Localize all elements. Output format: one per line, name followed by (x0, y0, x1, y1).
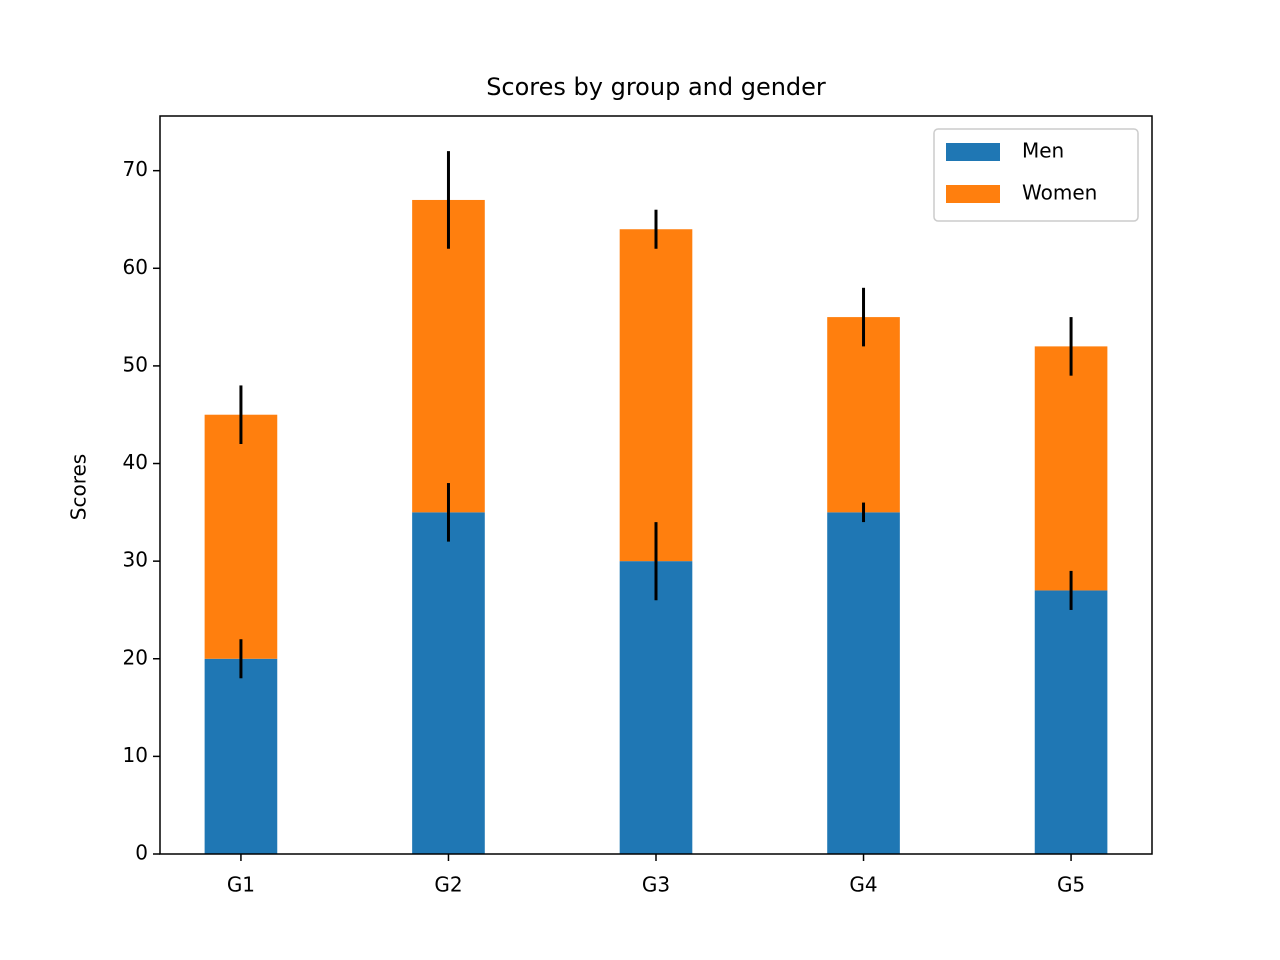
bar (619, 561, 693, 854)
legend-label: Women (1022, 181, 1097, 205)
bar (619, 229, 693, 562)
y-tick-label: 70 (123, 157, 148, 181)
bar (1034, 346, 1108, 591)
x-tick-label: G3 (642, 873, 670, 897)
plot-frame (159, 115, 1153, 855)
chart-title: Scores by group and gender (486, 73, 826, 101)
y-tick-label: 0 (135, 841, 148, 865)
y-tick-label: 20 (123, 645, 148, 669)
y-tick-label: 10 (123, 743, 148, 767)
bar (1034, 590, 1108, 854)
y-tick-label: 40 (123, 450, 148, 474)
bar (204, 658, 278, 854)
x-tick-label: G4 (849, 873, 877, 897)
legend-swatch (946, 185, 1000, 203)
y-tick-label: 30 (123, 548, 148, 572)
x-tick-label: G5 (1057, 873, 1085, 897)
x-tick-label: G1 (227, 873, 255, 897)
y-tick-label: 60 (123, 255, 148, 279)
y-axis-label: Scores (67, 454, 91, 520)
bar (827, 317, 900, 513)
y-tick-label: 50 (123, 352, 148, 376)
legend-label: Men (1022, 139, 1064, 163)
legend-swatch (946, 143, 1000, 161)
bar (412, 512, 485, 854)
x-tick-label: G2 (434, 873, 462, 897)
bar (827, 512, 900, 854)
bar (412, 199, 485, 513)
bar (204, 414, 278, 659)
